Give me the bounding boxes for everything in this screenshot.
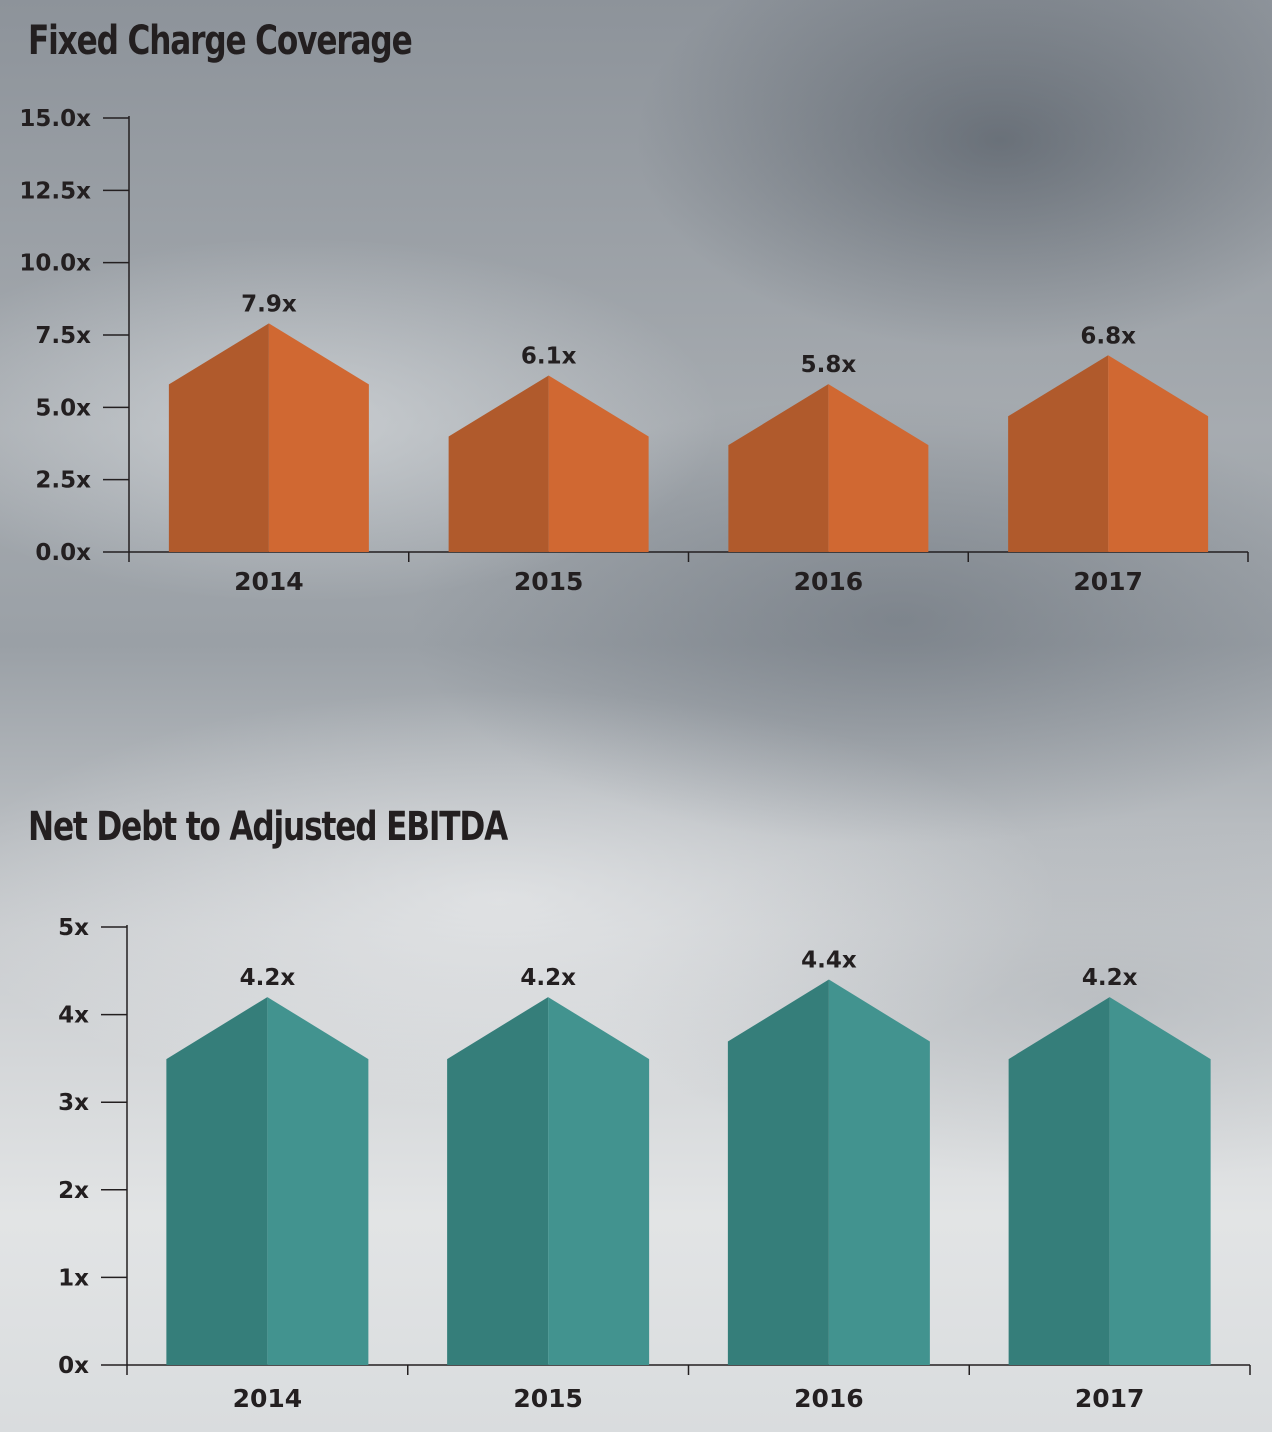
bar-left-face: [1008, 355, 1109, 552]
y-tick-label: 0x: [58, 1353, 89, 1379]
data-label: 4.2x: [520, 965, 576, 991]
bar-right-face: [1108, 355, 1209, 552]
y-tick-label: 1x: [58, 1265, 89, 1291]
y-tick-label: 2x: [58, 1178, 89, 1204]
y-tick-label: 5x: [58, 915, 89, 941]
x-tick-label: 2015: [513, 1384, 583, 1413]
bar-left-face: [1008, 997, 1110, 1365]
data-label: 4.2x: [1082, 965, 1138, 991]
x-tick-label: 2017: [1075, 1384, 1145, 1413]
bar-right-face: [267, 997, 369, 1365]
data-label: 5.8x: [801, 352, 857, 378]
x-tick-label: 2014: [233, 1384, 303, 1413]
bar: [727, 979, 930, 1365]
bar-left-face: [448, 375, 549, 552]
x-tick-label: 2017: [1073, 567, 1143, 596]
y-tick-label: 15.0x: [19, 106, 91, 132]
bar-right-face: [828, 384, 929, 552]
y-tick-label: 10.0x: [19, 251, 91, 277]
bar-left-face: [728, 384, 829, 552]
net-debt-chart: Net Debt to Adjusted EBITDA 0x 1x 2x 3x 4x 5x…: [0, 780, 1272, 1432]
bar: [447, 997, 650, 1365]
y-tick-label: 3x: [58, 1090, 89, 1116]
bar-right-face: [548, 997, 650, 1365]
y-tick-label: 7.5x: [35, 323, 91, 349]
data-label: 6.1x: [521, 344, 577, 370]
bar: [168, 323, 369, 552]
data-label: 4.2x: [240, 965, 296, 991]
y-tick-label: 0.0x: [35, 540, 91, 566]
chart-plot-area: 0.0x 2.5x 5.0x 7.5x 10.0x 12.5x 15.0x 7.9x 2014 6…: [19, 106, 1249, 596]
x-tick-label: 2016: [794, 567, 864, 596]
data-label: 4.4x: [801, 948, 857, 974]
bar-right-face: [1109, 997, 1211, 1365]
bar-left-face: [727, 979, 829, 1365]
fixed-charge-coverage-chart: Fixed Charge Coverage 0.0x 2.5x 5.0x 7.5x 10…: [0, 0, 1272, 640]
bar-left-face: [168, 323, 269, 552]
y-tick-label: 12.5x: [19, 178, 91, 204]
y-tick-label: 5.0x: [35, 395, 91, 421]
bar: [1008, 997, 1211, 1365]
bar: [448, 375, 649, 552]
y-tick-label: 4x: [58, 1003, 89, 1029]
bar-right-face: [828, 979, 930, 1365]
data-label: 7.9x: [241, 291, 297, 317]
chart-title: Fixed Charge Coverage: [28, 18, 413, 64]
chart-plot-area: 0x 1x 2x 3x 4x 5x 4.2x 2014 4.2x 2015 4.4x 2016 4.2x…: [58, 915, 1251, 1413]
bar-left-face: [166, 997, 268, 1365]
chart-title: Net Debt to Adjusted EBITDA: [28, 804, 508, 850]
x-tick-label: 2016: [794, 1384, 864, 1413]
x-tick-label: 2014: [234, 567, 304, 596]
bar: [166, 997, 369, 1365]
bar-right-face: [268, 323, 369, 552]
bar-left-face: [447, 997, 549, 1365]
bar: [728, 384, 929, 552]
data-label: 6.8x: [1080, 323, 1136, 349]
bar-right-face: [548, 375, 649, 552]
y-tick-label: 2.5x: [35, 468, 91, 494]
x-tick-label: 2015: [514, 567, 584, 596]
bar: [1008, 355, 1209, 552]
